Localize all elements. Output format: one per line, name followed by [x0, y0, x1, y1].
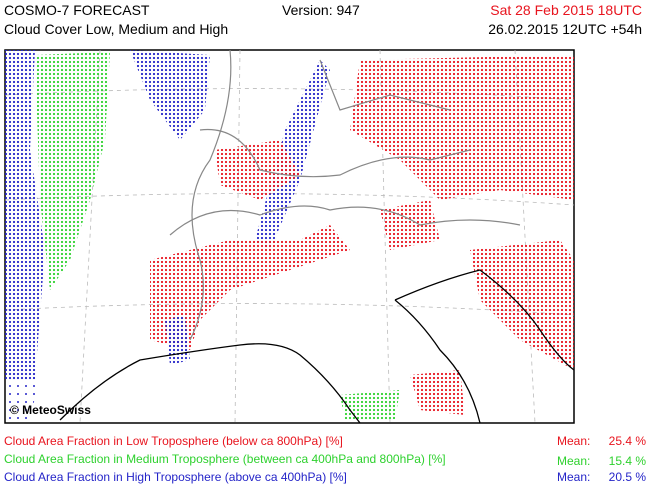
mean-label: Mean:: [557, 454, 591, 468]
legend-label: Cloud Area Fraction in Medium Tropospher…: [4, 452, 446, 466]
legend-label: Cloud Area Fraction in Low Troposphere (…: [4, 434, 343, 448]
copyright: © MeteoSwiss: [10, 403, 91, 417]
mean-value: 15.4 %: [608, 454, 646, 468]
legend-label: Cloud Area Fraction in High Troposphere …: [4, 470, 347, 484]
map-area: [4, 49, 575, 424]
version: Version: 947: [282, 2, 360, 18]
mean-value: 25.4 %: [608, 434, 646, 448]
title: COSMO-7 FORECAST: [4, 2, 150, 18]
mean-label: Mean:: [557, 434, 591, 448]
valid-time: Sat 28 Feb 2015 18UTC: [490, 2, 642, 18]
run-time: 26.02.2015 12UTC +54h: [488, 21, 642, 37]
mean-label: Mean:: [557, 470, 591, 484]
subtitle: Cloud Cover Low, Medium and High: [4, 21, 229, 37]
mean-value: 20.5 %: [608, 470, 646, 484]
map: © MeteoSwiss: [4, 49, 575, 424]
